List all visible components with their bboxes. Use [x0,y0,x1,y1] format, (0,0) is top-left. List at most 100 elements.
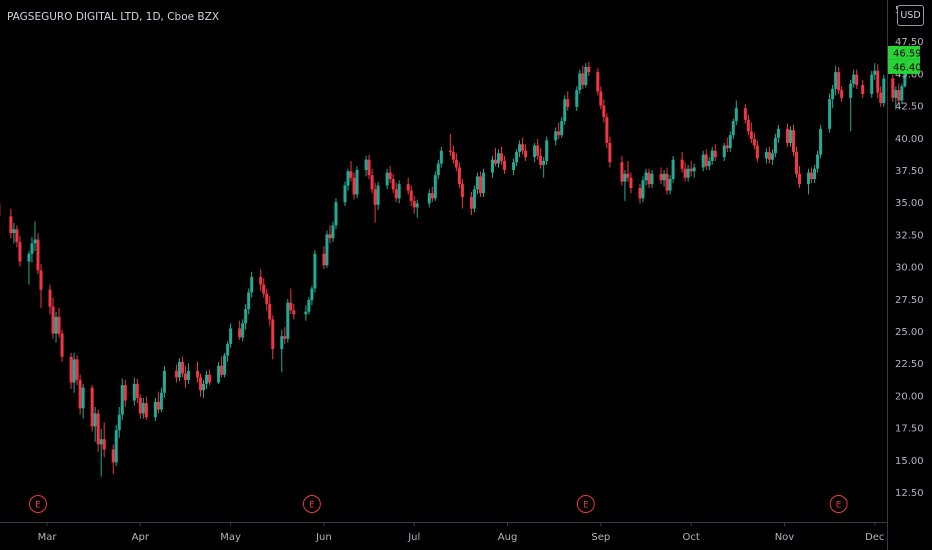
time-axis[interactable]: Mar Apr May Jun Jul Aug Sep Oct Nov Dec [0,522,887,543]
candle-body [259,276,263,285]
candle [394,182,398,203]
candle [638,184,642,204]
candle [307,297,311,315]
candle-body [265,293,269,304]
candle-body [202,383,206,391]
candle-body [773,137,777,154]
candle-body [810,172,814,180]
candle [861,79,865,98]
candle [770,149,774,165]
candle [33,221,37,252]
candle [746,114,750,136]
price-tick-label: 45.00 [895,69,924,80]
candle-body [518,144,522,152]
earnings-event-marker[interactable]: E [28,495,47,513]
candle-body [310,288,314,301]
candle-body [557,131,561,136]
price-tick-label: 32.50 [895,230,924,241]
candle-body [229,328,233,344]
candle-body [798,173,802,185]
candle [96,409,100,453]
candle-body [159,392,163,410]
candle-body [36,239,40,271]
candle [512,158,516,176]
candle [415,199,419,218]
candle-body [813,168,817,180]
candle-body [566,99,570,107]
candle [563,95,567,125]
candle [707,157,711,170]
candle [773,133,777,158]
candle [647,168,651,189]
candle-body [39,270,43,290]
candle-body [328,234,332,239]
candle-body [599,91,603,106]
candle-body [680,159,684,169]
candle-body [876,70,880,93]
candle-body [18,242,22,262]
candles-group [0,48,907,477]
candle-body [671,159,675,180]
candle-body [183,373,187,380]
candle [870,70,874,98]
earnings-event-marker[interactable]: E [302,495,321,513]
candle [448,133,452,156]
candle [12,222,16,244]
candle-body [69,356,73,383]
time-tick-label: Oct [683,532,700,543]
candle [180,356,184,378]
time-tick-label: Apr [132,532,150,543]
candle-body [776,128,780,138]
candle [810,167,814,183]
candle-body [304,311,308,315]
candle [478,171,482,198]
candle [521,137,525,155]
candle [855,69,859,89]
candle [460,179,464,209]
candle [503,155,507,174]
candle [788,126,792,147]
candle [545,136,549,165]
candle [15,225,19,248]
candle [840,86,844,102]
symbol-title: PAGSEGURO DIGITAL LTD, 1D, Cboe BZX [7,11,220,23]
candle-body [199,377,203,391]
candle-body [692,167,696,172]
candle-body [307,300,311,312]
candle [331,221,335,243]
candle [54,311,58,343]
currency-button[interactable]: USD [897,5,924,26]
candle-body [554,131,558,141]
candle-body [376,185,380,205]
candle [271,315,275,360]
candle [325,230,329,268]
candle [409,185,413,207]
candle [798,166,802,189]
candle-body [439,150,443,164]
candle-body [545,140,549,161]
candle-body [132,383,136,401]
candle-body [460,184,464,198]
candle-body [238,328,242,338]
earnings-event-marker[interactable]: E [576,495,595,513]
candle [48,284,52,315]
candle [819,124,823,159]
candle [220,356,224,378]
candle [680,151,684,173]
candle [226,341,230,362]
candle-body [524,150,528,158]
candle [156,391,160,414]
earnings-event-marker[interactable]: E [829,495,848,513]
candle [205,370,209,389]
candle-body [647,172,651,185]
candle-body [870,74,874,95]
candle [533,142,537,163]
candle-body [51,306,55,334]
candle-body [542,160,546,165]
candle-body [897,90,901,101]
candle [406,177,410,195]
candle [102,422,106,458]
candle-body [503,160,507,170]
